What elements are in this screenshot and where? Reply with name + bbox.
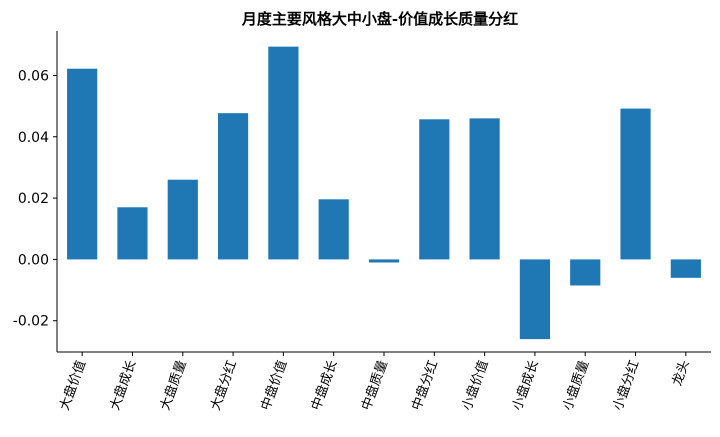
x-category-label: 小盘分红 bbox=[610, 358, 643, 412]
x-category-label: 中盘质量 bbox=[358, 358, 391, 412]
x-category-label: 龙头 bbox=[670, 358, 693, 388]
x-category-label: 大盘质量 bbox=[157, 358, 190, 412]
x-category-label: 小盘成长 bbox=[509, 358, 542, 412]
y-tick-label: 0.06 bbox=[18, 68, 49, 84]
x-axis: 大盘价值 大盘成长 大盘质量 大盘分红 中盘价值 中盘成长 中盘质量 中盘分红 小盘价值 小盘成长… bbox=[56, 351, 711, 412]
bar-大盘价值 bbox=[67, 68, 98, 260]
y-tick-label: 0.00 bbox=[18, 252, 49, 268]
bar-小盘质量 bbox=[570, 259, 601, 286]
chart-title: 月度主要风格大中小盘-价值成长质量分红 bbox=[241, 10, 518, 28]
bar-小盘价值 bbox=[469, 118, 500, 260]
bar-大盘质量 bbox=[167, 179, 198, 260]
bar-中盘价值 bbox=[268, 46, 299, 260]
bars-group bbox=[67, 46, 701, 340]
x-category-label: 大盘分红 bbox=[207, 358, 240, 412]
bar-小盘成长 bbox=[519, 259, 551, 340]
bar-中盘质量 bbox=[368, 259, 400, 263]
bar-大盘成长 bbox=[117, 207, 148, 260]
y-tick-label: 0.02 bbox=[18, 191, 49, 207]
y-tick-label: 0.04 bbox=[18, 130, 49, 146]
y-tick-label: -0.02 bbox=[13, 314, 49, 330]
bar-大盘分红 bbox=[217, 113, 249, 260]
x-category-label: 中盘分红 bbox=[409, 358, 442, 412]
y-axis: -0.02 0.00 0.02 0.04 0.06 bbox=[13, 31, 58, 352]
x-category-label: 中盘价值 bbox=[258, 358, 291, 412]
bar-小盘分红 bbox=[620, 108, 651, 260]
bar-中盘成长 bbox=[318, 199, 349, 260]
bar-龙头 bbox=[670, 259, 701, 278]
x-category-label: 小盘质量 bbox=[559, 358, 592, 412]
x-category-label: 大盘成长 bbox=[107, 358, 140, 412]
x-category-label: 大盘价值 bbox=[56, 358, 89, 412]
bar-中盘分红 bbox=[419, 119, 450, 260]
x-category-label: 小盘价值 bbox=[459, 358, 492, 412]
x-category-label: 中盘成长 bbox=[308, 358, 341, 412]
